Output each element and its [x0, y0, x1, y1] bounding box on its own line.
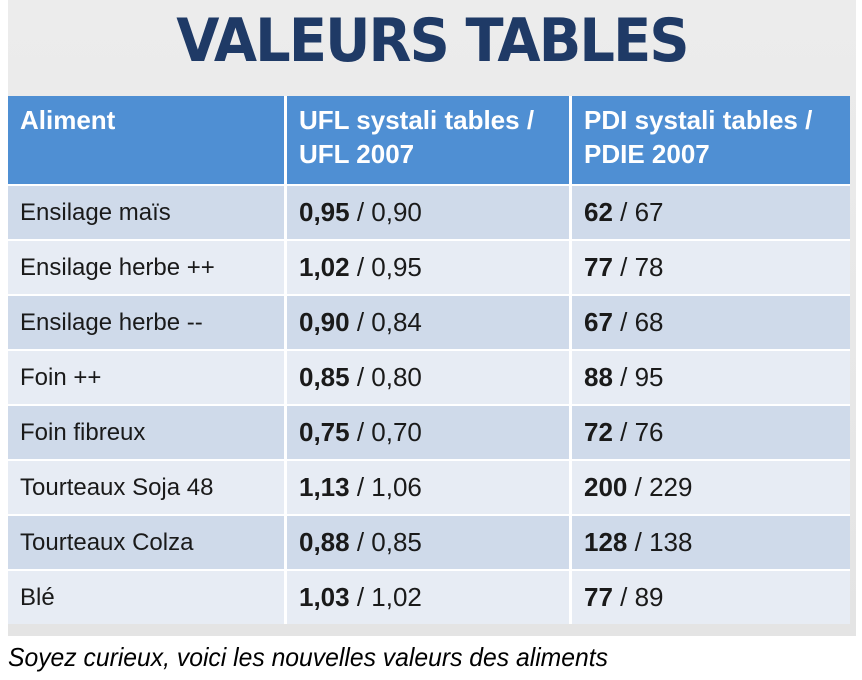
cell-ufl-new: 0,75 [299, 417, 350, 447]
table-row: Tourteaux Colza 0,88 / 0,85 128 / 138 [8, 514, 850, 569]
cell-ufl-new: 1,13 [299, 472, 350, 502]
cell-pdi: 128 / 138 [572, 514, 850, 569]
cell-pdi: 88 / 95 [572, 349, 850, 404]
value-separator: / [349, 252, 372, 282]
values-table: Aliment UFL systali tables / UFL 2007 PDI… [8, 96, 850, 624]
header-pdi: PDI systali tables / PDIE 2007 [572, 96, 850, 184]
cell-ufl-old: 1,02 [371, 582, 422, 612]
cell-pdi-new: 88 [584, 362, 613, 392]
cell-pdi-new: 77 [584, 252, 613, 282]
value-separator: / [349, 417, 372, 447]
value-separator: / [612, 417, 635, 447]
cell-ufl-old: 0,80 [371, 362, 422, 392]
value-separator: / [349, 362, 372, 392]
cell-ufl-new: 0,85 [299, 362, 350, 392]
cell-ufl: 0,88 / 0,85 [287, 514, 572, 569]
value-separator: / [349, 197, 372, 227]
cell-ufl: 0,85 / 0,80 [287, 349, 572, 404]
cell-aliment: Tourteaux Soja 48 [8, 459, 287, 514]
table-row: Ensilage maïs 0,95 / 0,90 62 / 67 [8, 184, 850, 239]
cell-pdi-old: 95 [634, 362, 664, 392]
cell-ufl: 1,02 / 0,95 [287, 239, 572, 294]
value-separator: / [612, 307, 635, 337]
cell-pdi-new: 77 [584, 582, 613, 612]
cell-aliment: Tourteaux Colza [8, 514, 287, 569]
cell-pdi-new: 128 [584, 527, 628, 557]
value-separator: / [627, 527, 650, 557]
cell-aliment: Ensilage maïs [8, 184, 287, 239]
cell-pdi-old: 89 [634, 582, 664, 612]
table-row: Ensilage herbe ++ 1,02 / 0,95 77 / 78 [8, 239, 850, 294]
cell-aliment: Ensilage herbe -- [8, 294, 287, 349]
cell-pdi: 200 / 229 [572, 459, 850, 514]
cell-aliment: Foin fibreux [8, 404, 287, 459]
cell-aliment: Blé [8, 569, 287, 624]
value-separator: / [612, 197, 635, 227]
cell-ufl-old: 0,70 [371, 417, 422, 447]
cell-pdi-new: 67 [584, 307, 613, 337]
cell-ufl-new: 0,95 [299, 197, 350, 227]
cell-ufl-old: 0,85 [371, 527, 422, 557]
cell-pdi-old: 76 [634, 417, 664, 447]
cell-ufl: 0,75 / 0,70 [287, 404, 572, 459]
value-separator: / [612, 362, 635, 392]
cell-ufl-new: 1,03 [299, 582, 350, 612]
cell-pdi: 67 / 68 [572, 294, 850, 349]
cell-pdi-old: 68 [634, 307, 664, 337]
cell-pdi-old: 78 [634, 252, 664, 282]
cell-pdi-old: 229 [649, 472, 693, 502]
header-line: UFL systali tables / [299, 105, 535, 135]
cell-pdi-old: 67 [634, 197, 664, 227]
cell-pdi: 77 / 78 [572, 239, 850, 294]
value-separator: / [612, 252, 635, 282]
cell-ufl: 0,95 / 0,90 [287, 184, 572, 239]
cell-pdi: 62 / 67 [572, 184, 850, 239]
table-row: Foin ++ 0,85 / 0,80 88 / 95 [8, 349, 850, 404]
cell-ufl-old: 0,84 [371, 307, 422, 337]
page-title: VALEURS TABLES [176, 6, 689, 76]
table-header-row: Aliment UFL systali tables / UFL 2007 PDI… [8, 96, 850, 184]
table-row: Foin fibreux 0,75 / 0,70 72 / 76 [8, 404, 850, 459]
cell-ufl-new: 0,88 [299, 527, 350, 557]
value-separator: / [349, 307, 372, 337]
value-separator: / [349, 472, 372, 502]
cell-pdi-old: 138 [649, 527, 693, 557]
cell-aliment: Ensilage herbe ++ [8, 239, 287, 294]
cell-ufl-old: 0,90 [371, 197, 422, 227]
cell-pdi-new: 200 [584, 472, 628, 502]
table-row: Ensilage herbe -- 0,90 / 0,84 67 / 68 [8, 294, 850, 349]
cell-ufl: 1,03 / 1,02 [287, 569, 572, 624]
header-ufl: UFL systali tables / UFL 2007 [287, 96, 572, 184]
header-line: PDIE 2007 [584, 138, 710, 169]
cell-ufl: 1,13 / 1,06 [287, 459, 572, 514]
caption: Soyez curieux, voici les nouvelles valeu… [8, 642, 608, 672]
value-separator: / [349, 527, 372, 557]
cell-pdi: 72 / 76 [572, 404, 850, 459]
cell-pdi-new: 62 [584, 197, 613, 227]
cell-ufl-new: 1,02 [299, 252, 350, 282]
header-aliment: Aliment [8, 96, 287, 184]
header-line: UFL 2007 [299, 138, 415, 169]
cell-pdi: 77 / 89 [572, 569, 850, 624]
table-row: Tourteaux Soja 48 1,13 / 1,06 200 / 229 [8, 459, 850, 514]
value-separator: / [349, 582, 372, 612]
header-line: PDI systali tables / [584, 105, 813, 135]
cell-ufl-old: 1,06 [371, 472, 422, 502]
value-separator: / [627, 472, 650, 502]
cell-ufl-new: 0,90 [299, 307, 350, 337]
value-separator: / [612, 582, 635, 612]
cell-ufl-old: 0,95 [371, 252, 422, 282]
cell-aliment: Foin ++ [8, 349, 287, 404]
table-row: Blé 1,03 / 1,02 77 / 89 [8, 569, 850, 624]
cell-pdi-new: 72 [584, 417, 613, 447]
cell-ufl: 0,90 / 0,84 [287, 294, 572, 349]
